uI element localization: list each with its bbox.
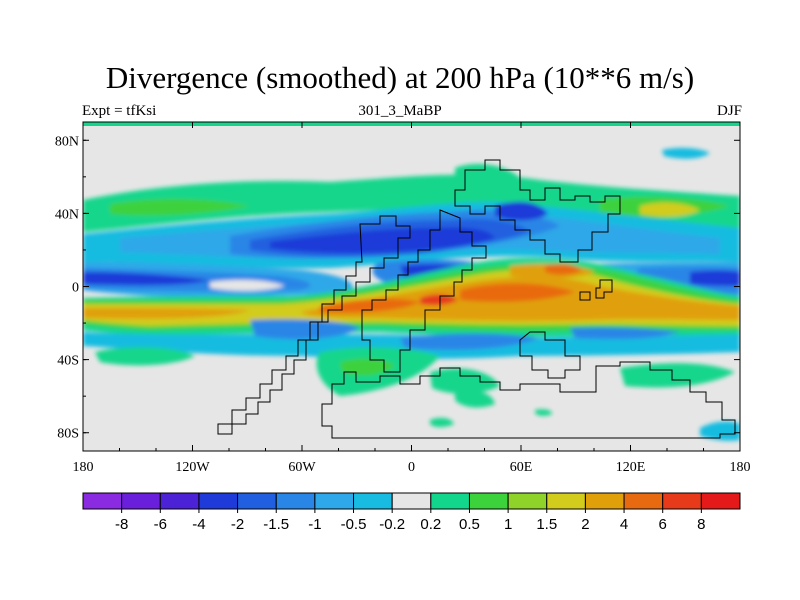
field-contour <box>570 327 680 340</box>
colorbar-label: 1.5 <box>536 516 557 533</box>
x-tick-label: 180 <box>730 460 751 475</box>
coastline-africa-europe <box>361 209 487 373</box>
colorbar-swatch <box>353 492 393 510</box>
x-tick-label: 60W <box>288 460 316 475</box>
colorbar: -8 -6 -4 -2 -1.5 -1 -0.5 -0.2 0.2 0.5 1 1.5 2 4 6 8 <box>82 492 741 533</box>
field-contour <box>95 347 195 366</box>
axis-layer: 180 120W 60W 0 60E 120E 180 80N 40N 0 40S 80S <box>55 122 751 475</box>
colorbar-swatch <box>546 492 586 510</box>
chart-title: Divergence (smoothed) at 200 hPa (10**6 … <box>105 60 695 95</box>
field-contour <box>455 390 495 408</box>
field-contour <box>83 174 740 232</box>
colorbar-swatch <box>275 492 316 510</box>
colorbar-swatch <box>700 492 741 510</box>
field-contour <box>545 263 582 275</box>
y-tick-label: 40S <box>57 354 79 369</box>
colorbar-swatch <box>468 492 509 510</box>
field-contour <box>495 201 548 221</box>
coastline-asia <box>217 215 411 435</box>
field-contour <box>430 368 500 394</box>
colorbar-swatch <box>623 492 664 510</box>
colorbar-label: -8 <box>115 516 128 533</box>
field-contour <box>420 294 458 306</box>
colorbar-label: 6 <box>659 516 667 533</box>
x-tick-label: 120E <box>616 460 646 475</box>
coastline-australia <box>519 331 581 379</box>
y-tick-label: 80S <box>57 427 79 442</box>
field-contour <box>430 417 454 427</box>
colorbar-label: 4 <box>620 516 628 533</box>
x-tick-label: 180 <box>73 460 94 475</box>
experiment-label: Expt = tfKsi <box>82 103 157 119</box>
coastline-greenland <box>579 291 591 301</box>
colorbar-label: 0.2 <box>420 516 441 533</box>
colorbar-label: -1.5 <box>263 516 289 533</box>
coastline-americas <box>454 159 621 263</box>
field-contour <box>640 202 700 217</box>
coastlines <box>217 159 736 439</box>
field-contour <box>620 363 735 388</box>
colorbar-swatch <box>159 492 200 510</box>
x-tick-label: 120W <box>175 460 210 475</box>
y-tick-label: 40N <box>55 207 79 222</box>
colorbar-swatch <box>662 492 702 510</box>
field-contour <box>270 227 495 253</box>
colorbar-label: -4 <box>192 516 205 533</box>
coastline-islands <box>595 279 613 299</box>
field-contour <box>690 270 740 286</box>
field-contour <box>250 319 360 340</box>
colorbar-swatch <box>584 492 625 510</box>
colorbar-label: -2 <box>231 516 244 533</box>
colorbar-label: -0.5 <box>341 516 367 533</box>
colorbar-swatch <box>314 492 355 510</box>
colorbar-label: 0.5 <box>459 516 480 533</box>
field-contour <box>700 421 740 441</box>
colorbar-swatch <box>82 492 123 510</box>
colorbar-swatch <box>507 492 548 510</box>
colorbar-label: 1 <box>504 516 512 533</box>
colorbar-label: 8 <box>697 516 705 533</box>
colorbar-swatch <box>237 492 277 510</box>
field-contour <box>83 308 250 319</box>
x-tick-label: 0 <box>408 460 415 475</box>
colorbar-label: -6 <box>154 516 167 533</box>
season-label: DJF <box>716 103 742 119</box>
colorbar-swatch <box>198 492 239 510</box>
field-contour <box>320 298 420 313</box>
field-contour <box>535 409 552 416</box>
field-contour <box>400 333 540 350</box>
colorbar-swatch <box>430 492 470 510</box>
colorbar-label: -1 <box>308 516 321 533</box>
colorbar-swatch <box>391 492 432 510</box>
x-tick-label: 60E <box>510 460 533 475</box>
run-id-label: 301_3_MaBP <box>358 103 442 119</box>
field-contour <box>460 283 575 302</box>
y-tick-label: 0 <box>72 281 79 296</box>
field-contour <box>662 147 710 159</box>
colorbar-label: 2 <box>581 516 589 533</box>
colorbar-swatch <box>121 492 161 510</box>
field-contour <box>340 358 395 376</box>
y-tick-label: 80N <box>55 134 79 149</box>
coastline-south-america <box>321 361 736 439</box>
colorbar-label: -0.2 <box>379 516 405 533</box>
field-contour <box>83 272 210 286</box>
field-contour <box>110 198 250 216</box>
field-contour <box>210 279 285 291</box>
